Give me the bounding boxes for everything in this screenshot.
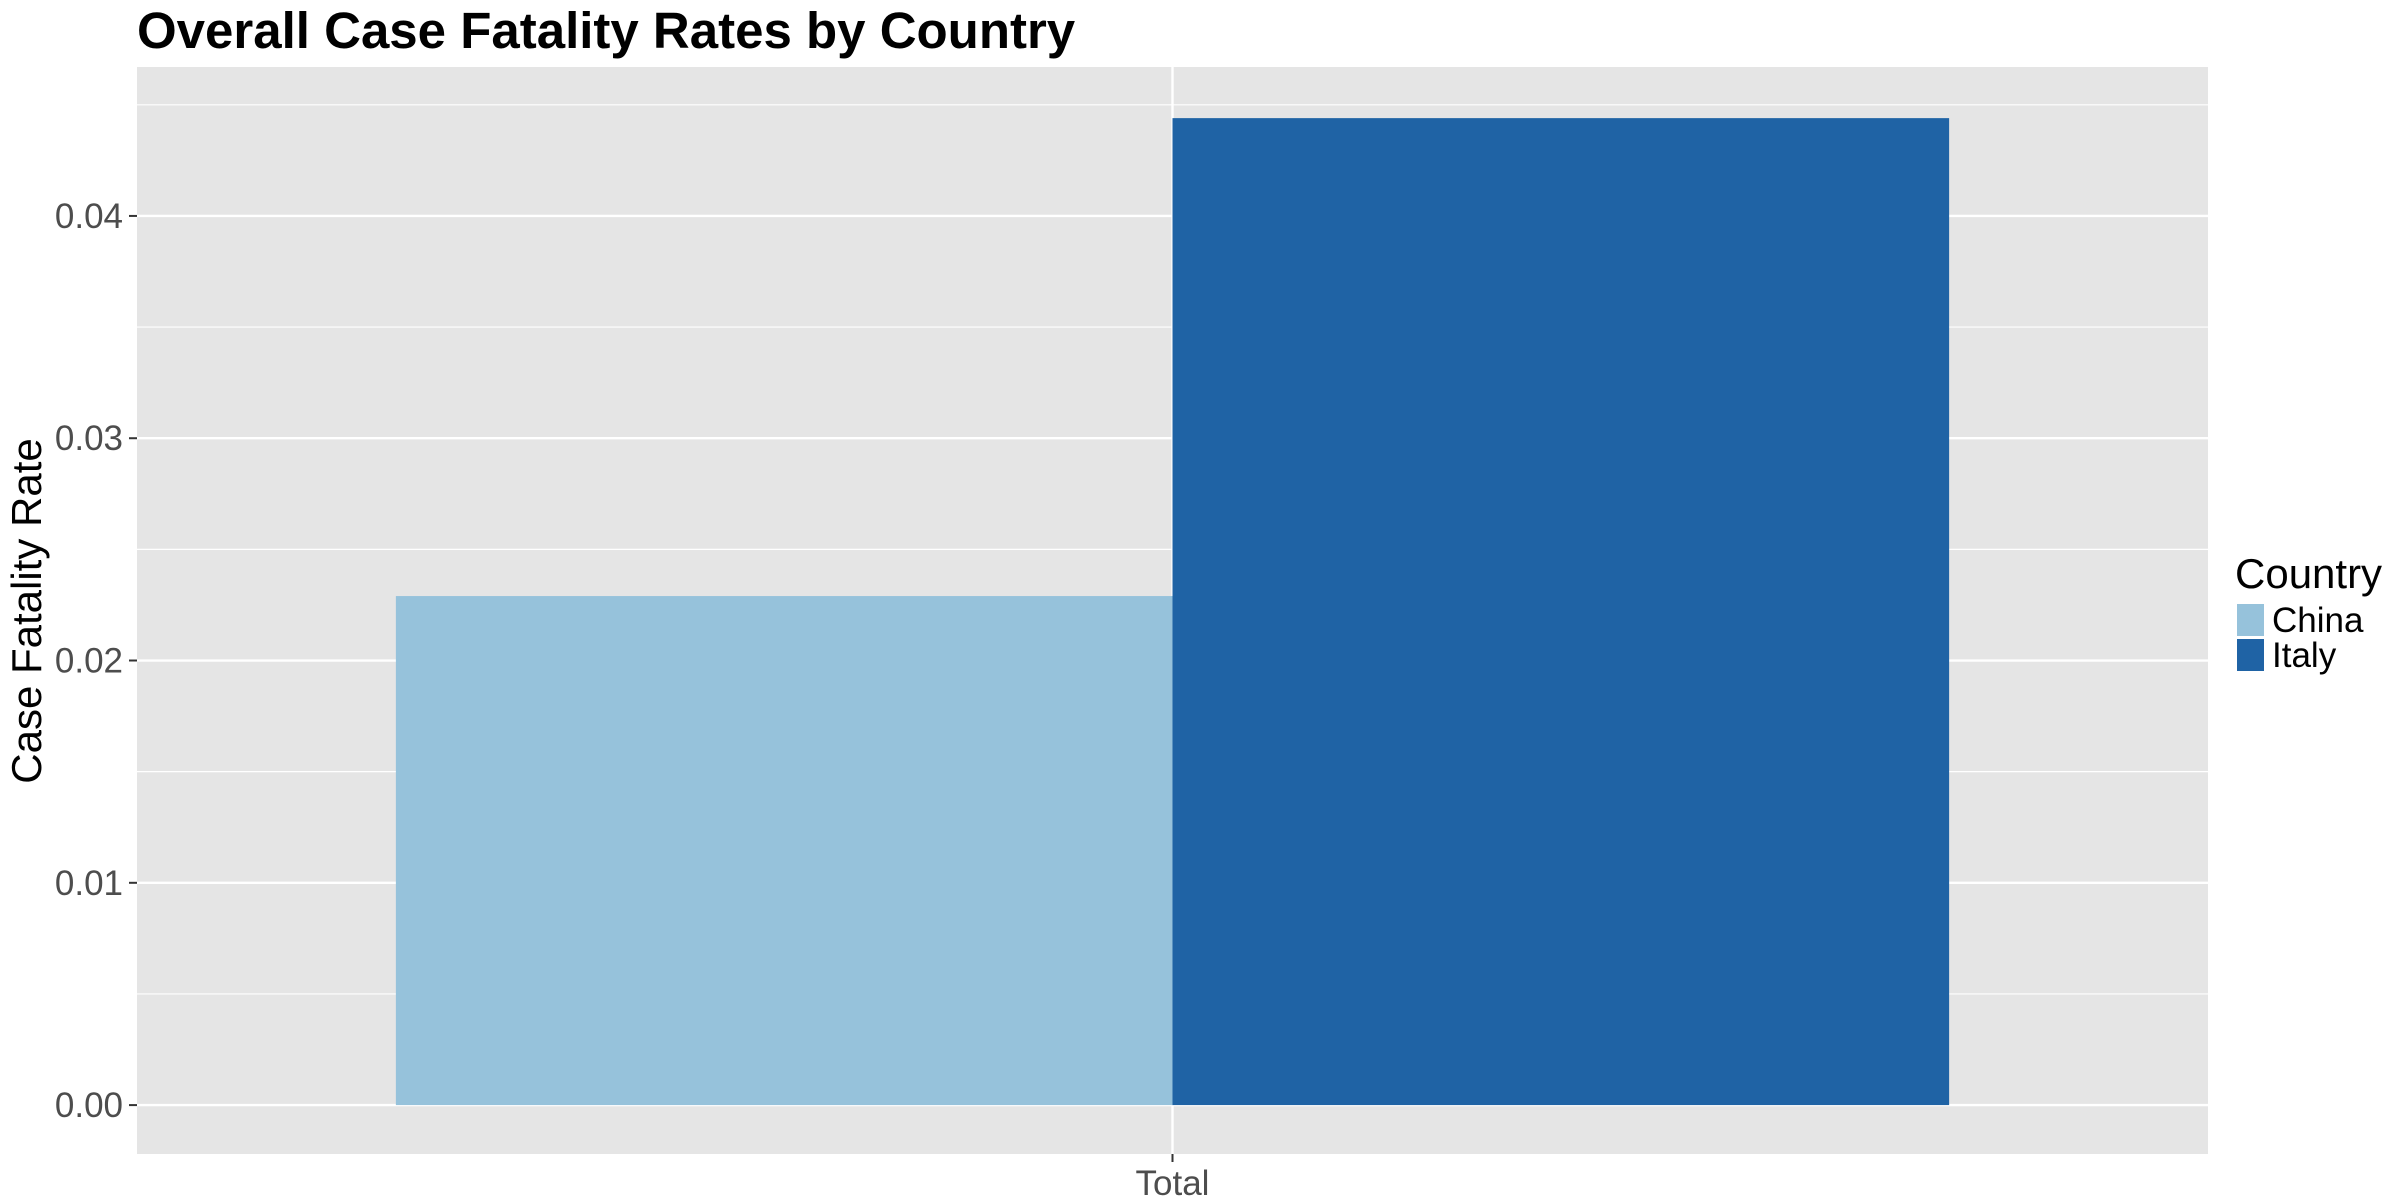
y-tick-label: 0.03 [55,419,123,458]
y-axis-label: Case Fatality Rate [3,438,50,783]
y-tick-label: 0.02 [55,642,123,681]
legend-key-china [2237,604,2264,636]
chart-title: Overall Case Fatality Rates by Country [137,2,1076,59]
y-axis-ticks: 0.00 0.01 0.02 0.03 0.04 [55,197,137,1125]
legend-label-china: China [2272,601,2364,640]
x-axis-ticks: Total [1136,1154,1210,1200]
legend-title: Country [2235,550,2382,597]
x-tick-label: Total [1136,1164,1210,1200]
legend-key-italy [2237,639,2264,671]
y-tick-label: 0.01 [55,864,123,903]
bars [395,118,1950,1106]
bar-china [395,596,1173,1106]
legend-label-italy: Italy [2272,636,2337,675]
bar-italy [1172,118,1950,1106]
y-tick-label: 0.04 [55,197,123,236]
y-tick-label: 0.00 [55,1086,123,1125]
